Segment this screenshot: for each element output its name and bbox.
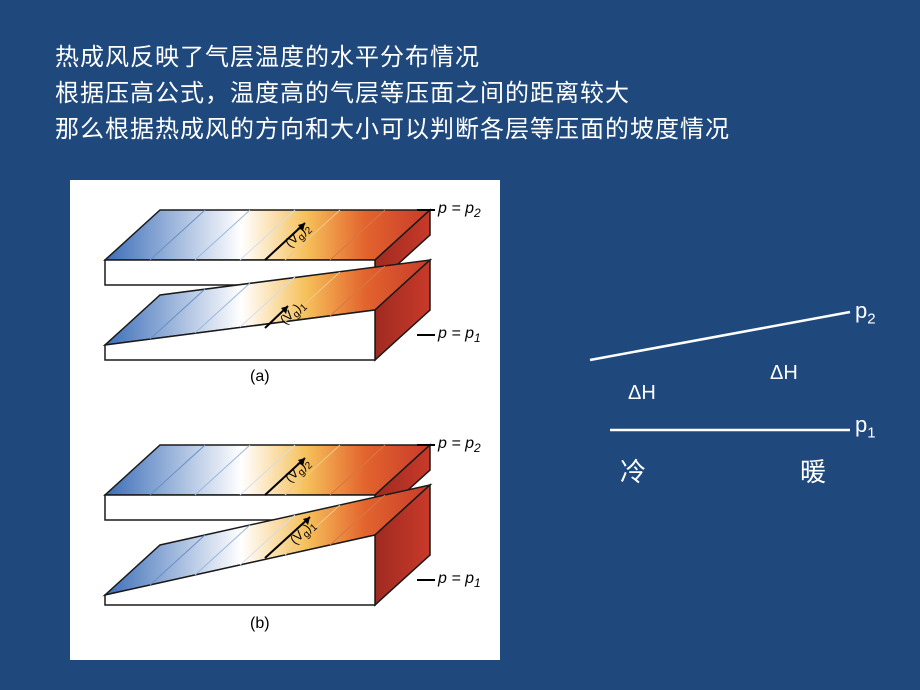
text-line-2: 根据压高公式，温度高的气层等压面之间的距离较大 <box>55 76 730 112</box>
tick-p2-b <box>417 444 435 446</box>
label-p2-a: p = p2 <box>438 200 481 220</box>
label-p2-b: p = p2 <box>438 435 481 455</box>
p1-label: p1 <box>855 412 876 441</box>
cold-label: 冷 <box>620 452 646 489</box>
label-p1-a: p = p1 <box>438 325 481 345</box>
panel-b: (Vg)2 (Vg)1 p = p2 p = p1 (b) <box>70 425 500 650</box>
panel-a: (Vg)2 (Vg)1 p = p2 p = p1 (a) <box>70 190 500 415</box>
right-diagram: p2 p1 ΔH ΔH 冷 暖 <box>580 300 890 520</box>
text-line-3: 那么根据热成风的方向和大小可以判断各层等压面的坡度情况 <box>55 112 730 148</box>
title-text: 热成风反映了气层温度的水平分布情况 根据压高公式，温度高的气层等压面之间的距离较… <box>55 40 730 148</box>
label-p1-b: p = p1 <box>438 570 481 590</box>
text-line-1: 热成风反映了气层温度的水平分布情况 <box>55 40 730 76</box>
figure-box: (Vg)2 (Vg)1 p = p2 p = p1 (a) <box>70 180 500 660</box>
dh-left: ΔH <box>628 382 656 405</box>
p2-line <box>590 312 850 360</box>
slab-b-svg: (Vg)2 (Vg)1 <box>70 425 500 650</box>
warm-label: 暖 <box>800 452 826 489</box>
tick-p1-b <box>417 579 435 581</box>
slab-a-svg: (Vg)2 (Vg)1 <box>70 190 500 415</box>
dh-right: ΔH <box>770 362 798 385</box>
label-a: (a) <box>250 368 270 386</box>
tick-p2-a <box>417 209 435 211</box>
p2-label: p2 <box>855 298 876 327</box>
label-b: (b) <box>250 615 270 633</box>
tick-p1-a <box>417 334 435 336</box>
